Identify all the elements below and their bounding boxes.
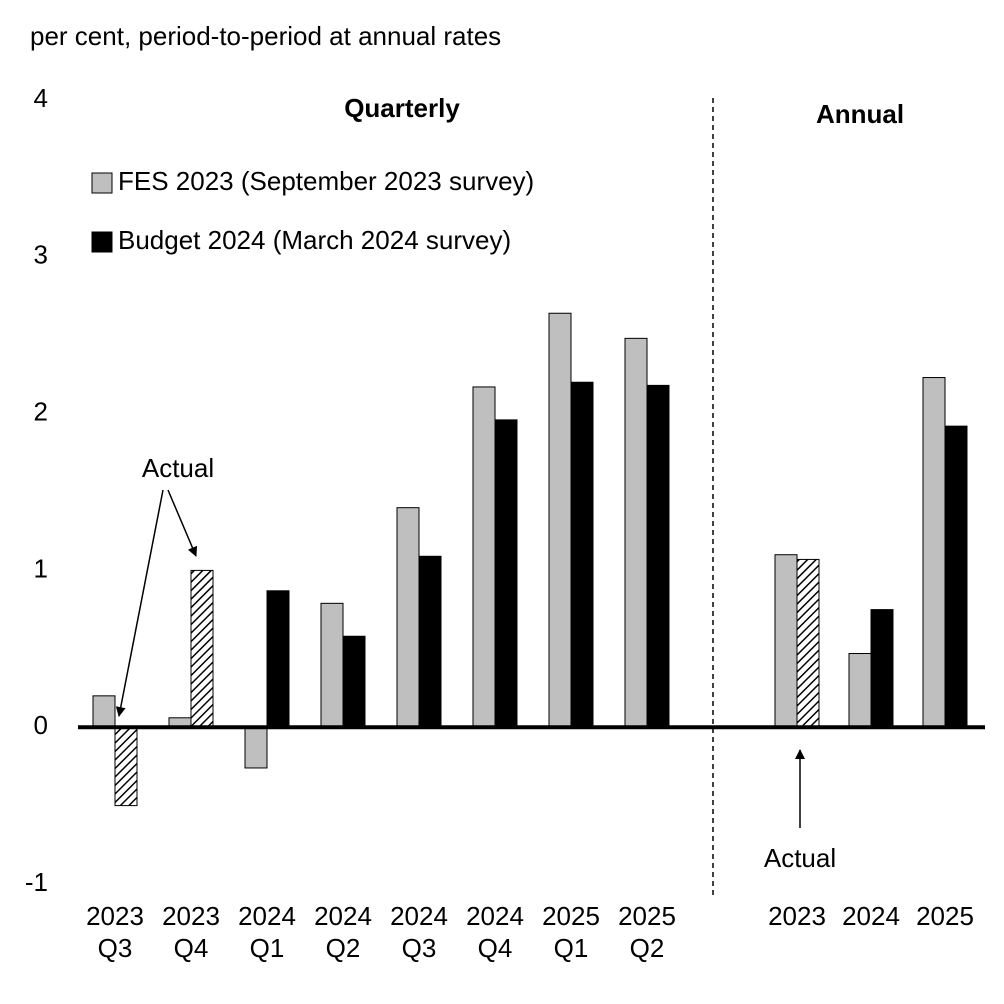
bar bbox=[418, 555, 442, 728]
annotation: Actual bbox=[764, 843, 836, 873]
x-tick-label: 2024 bbox=[238, 901, 296, 931]
bar bbox=[922, 377, 946, 728]
section-label: Quarterly bbox=[344, 93, 460, 123]
bar bbox=[342, 635, 366, 728]
bar bbox=[646, 384, 670, 728]
annotation-arrow bbox=[167, 489, 198, 557]
bar bbox=[796, 558, 820, 728]
y-tick-label: 4 bbox=[34, 83, 48, 113]
bar bbox=[624, 337, 648, 728]
bar bbox=[114, 726, 138, 807]
y-tick-label: 3 bbox=[34, 240, 48, 270]
y-tick-label: 2 bbox=[34, 396, 48, 426]
section-label: Annual bbox=[816, 99, 904, 129]
bar bbox=[92, 695, 116, 728]
bar bbox=[548, 312, 572, 728]
x-tick-label: Q1 bbox=[250, 933, 285, 963]
bar bbox=[494, 419, 518, 728]
x-tick-label: Q3 bbox=[98, 933, 133, 963]
x-tick-label: 2025 bbox=[916, 901, 974, 931]
bar bbox=[266, 590, 290, 728]
bar bbox=[472, 386, 496, 728]
legend-swatch bbox=[91, 231, 113, 253]
bar bbox=[396, 507, 420, 728]
legend-swatch bbox=[91, 172, 113, 194]
x-tick-label: 2024 bbox=[466, 901, 524, 931]
x-tick-label: 2025 bbox=[618, 901, 676, 931]
x-tick-label: Q4 bbox=[478, 933, 513, 963]
y-axis-label: per cent, period-to-period at annual rat… bbox=[30, 21, 501, 51]
x-tick-label: 2024 bbox=[842, 901, 900, 931]
bar bbox=[190, 569, 214, 728]
bar bbox=[774, 554, 798, 728]
x-tick-label: Q3 bbox=[402, 933, 437, 963]
bar bbox=[244, 726, 268, 769]
annotation-arrow bbox=[115, 489, 164, 717]
x-tick-label: 2023 bbox=[162, 901, 220, 931]
x-tick-label: 2025 bbox=[542, 901, 600, 931]
y-tick-label: 1 bbox=[34, 553, 48, 583]
x-tick-label: 2023 bbox=[86, 901, 144, 931]
x-tick-label: 2024 bbox=[390, 901, 448, 931]
x-tick-label: 2024 bbox=[314, 901, 372, 931]
bar bbox=[570, 381, 594, 728]
bar bbox=[848, 653, 872, 728]
x-tick-label: Q2 bbox=[630, 933, 665, 963]
bar bbox=[870, 609, 894, 728]
annotation: Actual bbox=[142, 453, 214, 483]
legend-label: Budget 2024 (March 2024 survey) bbox=[118, 225, 511, 255]
bar bbox=[944, 425, 968, 728]
bar bbox=[320, 602, 344, 728]
y-tick-label: 0 bbox=[34, 710, 48, 740]
x-tick-label: Q2 bbox=[326, 933, 361, 963]
y-tick-label: -1 bbox=[25, 867, 48, 897]
x-tick-label: Q4 bbox=[174, 933, 209, 963]
x-tick-label: 2023 bbox=[768, 901, 826, 931]
x-tick-label: Q1 bbox=[554, 933, 589, 963]
legend-label: FES 2023 (September 2023 survey) bbox=[118, 166, 534, 196]
